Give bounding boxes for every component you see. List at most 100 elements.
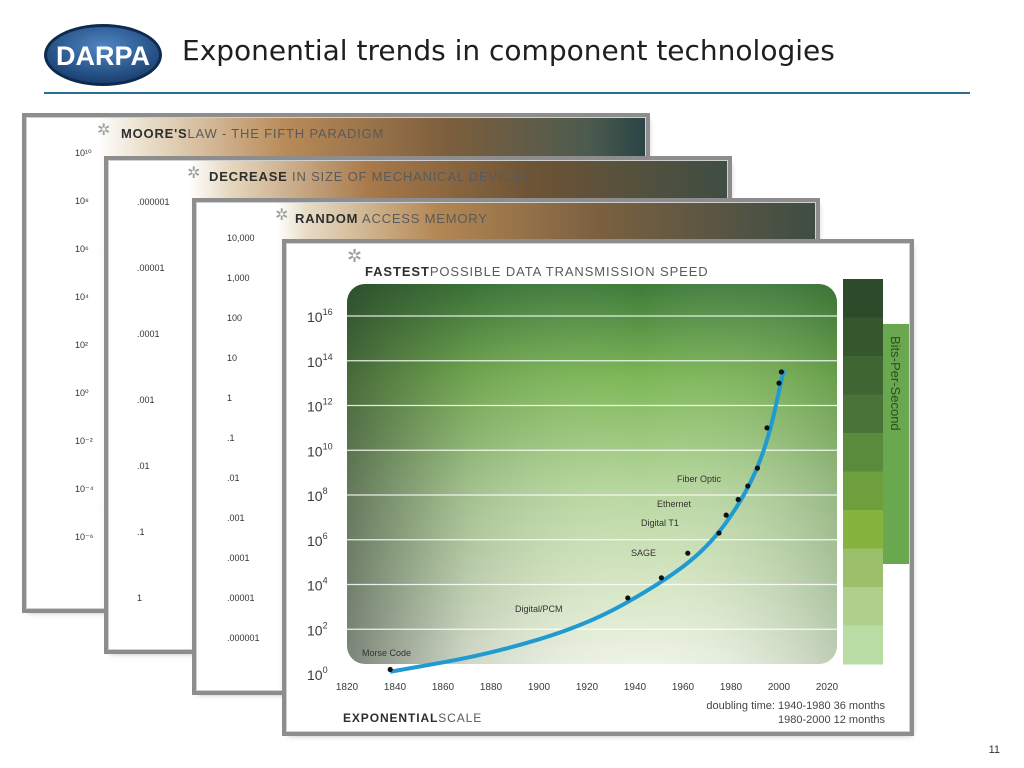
back-card-tick-label: .001 [137,395,155,405]
data-point [658,575,664,581]
footnote-line-2: 1980-2000 12 months [778,714,886,726]
side-band [843,356,883,395]
asterisk-icon: ✲ [275,207,289,224]
back-card-tick-label: 100 [227,313,243,323]
annotation-digital-pcm: Digital/PCM [515,604,563,614]
back-card-tick-label: 10,000 [227,233,255,243]
side-band [843,471,883,511]
back-card-tick-label: 10⁰ [75,388,89,398]
back-card-tick-label: 1 [227,393,233,403]
y-tick-label: 1016 [307,307,333,325]
asterisk-icon: ✲ [347,246,362,266]
data-point [764,425,770,431]
x-tick-label: 1840 [384,682,407,693]
back-card-tick-label: 10⁸ [75,196,89,206]
annotation-digital-t1: Digital T1 [641,518,679,528]
back-card-tick-label: .0001 [227,553,250,563]
data-transmission-speed-card: ✲ FASTESTPOSSIBLE DATA TRANSMISSION SPEE… [286,243,910,732]
back-card-tick-label: .01 [137,461,150,471]
y-axis-label: Bits-Per-Second [888,336,903,431]
asterisk-icon: ✲ [97,122,111,139]
growth-curve [389,369,786,674]
data-point [745,483,751,489]
y-tick-label: 102 [307,620,328,638]
data-point [625,595,631,601]
y-tick-label: 1010 [307,441,333,459]
back-card-tick-label: .1 [137,527,145,537]
annotation-morse-code: Morse Code [362,648,411,658]
back-card-tick-label: 10¹⁰ [75,148,92,158]
x-tick-label: 1880 [480,682,503,693]
x-tick-label: 1860 [432,682,455,693]
y-tick-labels: 100 102 104 106 108 1010 1012 1014 1016 [307,307,333,683]
data-points [387,369,784,673]
side-band [843,510,883,549]
back-card-tick-label: .001 [227,513,245,523]
back-card-tick-label: 10² [75,340,89,350]
x-tick-label: 1960 [672,682,695,693]
y-tick-label: 100 [307,665,328,683]
annotation-ethernet: Ethernet [657,499,692,509]
back-card-tick-label: .0001 [137,329,160,339]
back-card-tick-label: 1 [137,593,143,603]
x-tick-label: 1920 [576,682,599,693]
back-card-tick-label: 10⁴ [75,292,89,302]
back-card-tick-label: .00001 [137,263,165,273]
side-band [843,625,883,665]
back-card-tick-label: 10⁻⁴ [75,484,94,494]
x-tick-label: 1900 [528,682,551,693]
title-divider [44,92,970,94]
back-card-tick-label: 10⁶ [75,244,89,254]
logo-text: DARPA [56,41,150,71]
y-tick-label: 108 [307,486,328,504]
footnote-line-1: doubling time: 1940-1980 36 months [706,700,885,712]
back-card-tick-label: .00001 [227,593,255,603]
side-band [843,279,883,318]
data-point [778,369,784,375]
x-tick-label: 1940 [624,682,647,693]
side-band [843,317,883,357]
y-tick-label: 104 [307,576,328,594]
back-card-tick-label: 1,000 [227,273,250,283]
transmission-speed-chart: ✲ FASTESTPOSSIBLE DATA TRANSMISSION SPEE… [307,246,909,726]
darpa-logo: DARPA [44,24,162,86]
data-point [387,666,393,673]
x-tick-label: 1980 [720,682,743,693]
data-point [776,380,782,386]
back-card-tick-label: 10 [227,353,238,363]
data-point [754,465,760,471]
card-title: MOORE'SLAW - THE FIFTH PARADIGM [121,126,385,141]
side-band [843,548,883,588]
data-point [716,530,722,536]
y-tick-label: 1012 [307,397,333,415]
card-title: DECREASE IN SIZE OF MECHANICAL DEVICES [209,169,532,184]
back-card-tick-label: .000001 [227,633,260,643]
side-band [843,394,883,434]
asterisk-icon: ✲ [187,165,201,182]
x-tick-label: 2000 [768,682,791,693]
back-card-tick-label: 10⁻² [75,436,93,446]
annotation-fiber-optic: Fiber Optic [677,474,722,484]
grid-lines [347,315,837,675]
back-card-tick-label: 10⁻⁶ [75,532,94,542]
side-band [843,433,883,472]
data-point [685,550,691,556]
data-point [735,496,741,503]
x-tick-label: 2020 [816,682,839,693]
x-axis-label: EXPONENTIALSCALE [343,711,482,725]
back-card-tick-label: .01 [227,473,240,483]
card-title: RANDOM ACCESS MEMORY [295,211,488,226]
y-tick-label: 1014 [307,352,333,370]
ylabel-tab [883,324,909,564]
x-tick-labels: 1820 1840 1860 1880 1900 1920 1940 1960 1980 2000… [336,682,839,693]
back-card-tick-label: .000001 [137,197,170,207]
x-tick-label: 1820 [336,682,359,693]
page-number: 11 [988,744,1000,756]
side-bands [843,279,883,665]
chart-title: FASTESTPOSSIBLE DATA TRANSMISSION SPEED [365,264,709,279]
data-point [723,512,729,518]
y-tick-label: 106 [307,531,328,549]
annotation-sage: SAGE [631,548,656,558]
plot-shading [347,284,837,664]
slide-title: Exponential trends in component technolo… [182,34,835,67]
